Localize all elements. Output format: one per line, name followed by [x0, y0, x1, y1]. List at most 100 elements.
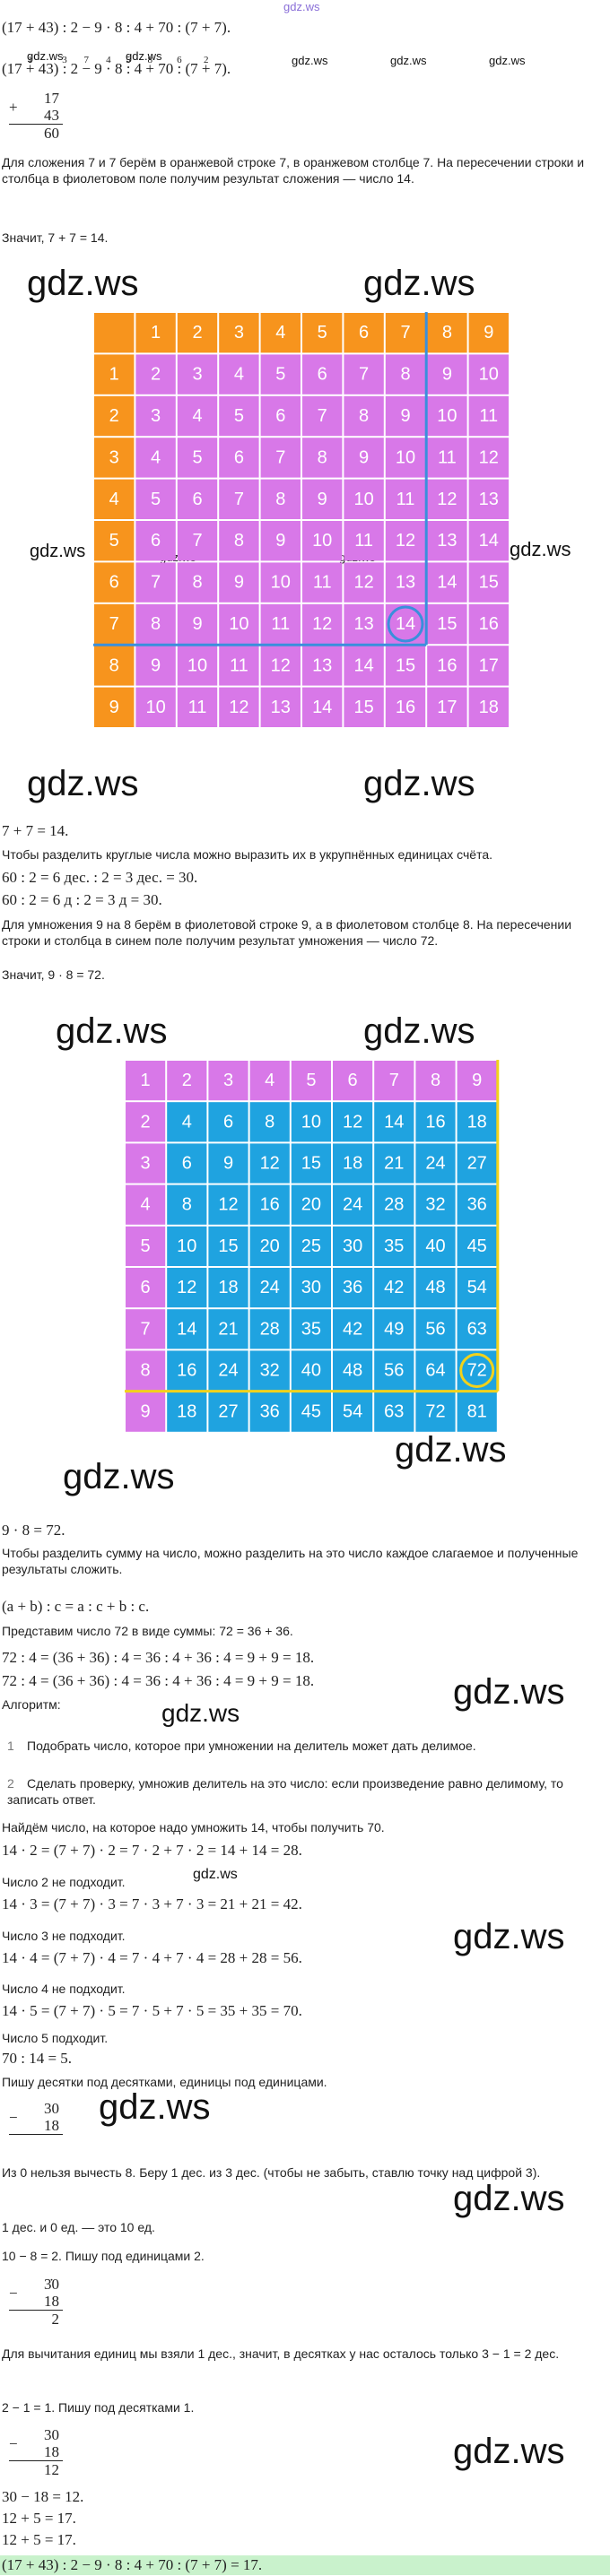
corner-cell	[94, 313, 135, 353]
paragraph: Чтобы разделить круглые числа можно выра…	[2, 847, 493, 862]
cell-value: 11	[479, 406, 498, 426]
cell-value: 24	[260, 1278, 280, 1297]
equation: 14 · 4 = (7 + 7) · 4 = 7 · 4 + 7 · 4 = 2…	[2, 1949, 302, 1966]
table-cell	[208, 1309, 248, 1349]
cell-value: 3	[223, 1071, 233, 1090]
paragraph: Число 5 подходит.	[2, 2031, 109, 2045]
equation: 14 · 2 = (7 + 7) · 2 = 7 · 2 + 7 · 2 = 1…	[2, 1842, 302, 1859]
table-cell	[291, 1061, 331, 1101]
table-cell	[385, 479, 426, 519]
cell-value: 32	[425, 1195, 445, 1215]
token: +2	[201, 55, 211, 77]
token-text: 43)	[38, 60, 59, 77]
cell-value: 27	[467, 1154, 487, 1174]
token-text: +	[201, 60, 211, 77]
header-cell	[344, 313, 384, 353]
header-value: 9	[484, 323, 493, 343]
table-cell	[126, 1392, 166, 1432]
digit-row: 30	[44, 2426, 59, 2443]
cell-value: 24	[425, 1154, 445, 1174]
cell-value: 10	[145, 698, 165, 717]
cell-value: 11	[396, 490, 415, 509]
table-cell	[333, 1143, 373, 1184]
digit-row: 2	[9, 2310, 63, 2328]
table-cell	[427, 479, 467, 519]
table-cell	[167, 1268, 207, 1308]
digit-row: 18	[44, 2117, 59, 2134]
watermark: gdz.ws	[56, 1011, 168, 1051]
cell-value: 6	[192, 490, 202, 509]
equation: (a + b) : c = a : c + b : c.	[2, 1598, 150, 1615]
watermark: gdz.ws	[363, 1011, 475, 1051]
table-cell	[219, 354, 259, 395]
equation: 70 : 14 = 5.	[2, 2050, 73, 2067]
cell-value: 15	[218, 1236, 238, 1256]
table-cell	[457, 1143, 497, 1184]
cell-value: 12	[396, 531, 415, 551]
multiplication-table: 1 2 3 4 5 6 7 8 92 4 6 8 10 12 14 16 183 6 9 12 15 18 21 24 274 8…	[125, 1060, 500, 1432]
cell-value: 13	[479, 490, 499, 509]
token: +8	[145, 55, 154, 77]
table-cell	[249, 1061, 290, 1101]
cell-value: 9	[472, 1071, 482, 1090]
cell-value: 7	[151, 573, 161, 593]
paragraph: Представим число 72 в виде суммы: 72 = 3…	[2, 1624, 293, 1638]
header-value: 3	[234, 323, 244, 343]
result-line	[9, 2134, 63, 2144]
table-cell	[167, 1392, 207, 1432]
cell-value: 4	[151, 447, 161, 467]
cell-value: 45	[301, 1402, 321, 1422]
table-cell	[167, 1184, 207, 1225]
cell-value: 16	[177, 1361, 196, 1381]
token: 2	[71, 61, 79, 77]
cell-value: 20	[301, 1195, 321, 1215]
header-cell	[135, 313, 176, 353]
cell-value: 30	[343, 1236, 362, 1256]
table-cell	[177, 438, 218, 478]
equation: 14 · 5 = (7 + 7) · 5 = 7 · 5 + 7 · 5 = 3…	[2, 2002, 302, 2019]
cell-value: 6	[223, 1112, 233, 1132]
digit-row: 60	[9, 124, 63, 142]
table-cell	[344, 438, 384, 478]
column-subtraction: − 3̇0 18 2	[9, 2276, 63, 2328]
table-cell	[427, 521, 467, 561]
table-cell	[333, 1102, 373, 1142]
table-cell	[415, 1392, 456, 1432]
cell-value: 30	[301, 1278, 321, 1297]
cell-value: 7	[192, 531, 202, 551]
cell-value: 12	[218, 1195, 238, 1215]
cell-value: 11	[438, 447, 457, 467]
paragraph: 10 − 8 = 2. Пишу под единицами 2.	[2, 2249, 205, 2263]
paragraph: Для умножения 9 на 8 берём в фиолетовой …	[2, 917, 572, 948]
cell-value: 21	[218, 1319, 238, 1339]
cell-value: 15	[353, 698, 373, 717]
cell-value: 63	[467, 1319, 487, 1339]
cell-value: 7	[234, 490, 244, 509]
order-mark: 1	[27, 55, 33, 65]
equation: 12 + 5 = 17.	[2, 2531, 76, 2548]
equation: 12 + 5 = 17.	[2, 2510, 76, 2527]
table-cell	[126, 1102, 166, 1142]
token-text: :	[126, 60, 131, 77]
table-cell	[126, 1226, 166, 1266]
table-cell	[126, 1309, 166, 1349]
table-cell	[415, 1061, 456, 1101]
table-cell	[219, 479, 259, 519]
table-cell	[260, 687, 301, 727]
algorithm-step: 1 Подобрать число, которое при умножении …	[7, 1738, 599, 1754]
cell-value: 5	[151, 490, 161, 509]
table-cell	[291, 1226, 331, 1266]
table-cell	[208, 1061, 248, 1101]
step-number: 1	[7, 1739, 14, 1753]
digit-row: 18	[44, 2443, 59, 2460]
table-cell	[457, 1392, 497, 1432]
table-cell	[94, 479, 135, 519]
cell-value: 11	[271, 614, 290, 634]
order-mark: 4	[106, 55, 111, 65]
table-cell	[219, 603, 259, 645]
header-cell	[302, 313, 343, 353]
cell-value: 9	[109, 698, 119, 717]
header-cell	[260, 313, 301, 353]
watermark: gdz.ws	[30, 542, 86, 561]
cell-value: 10	[353, 490, 373, 509]
